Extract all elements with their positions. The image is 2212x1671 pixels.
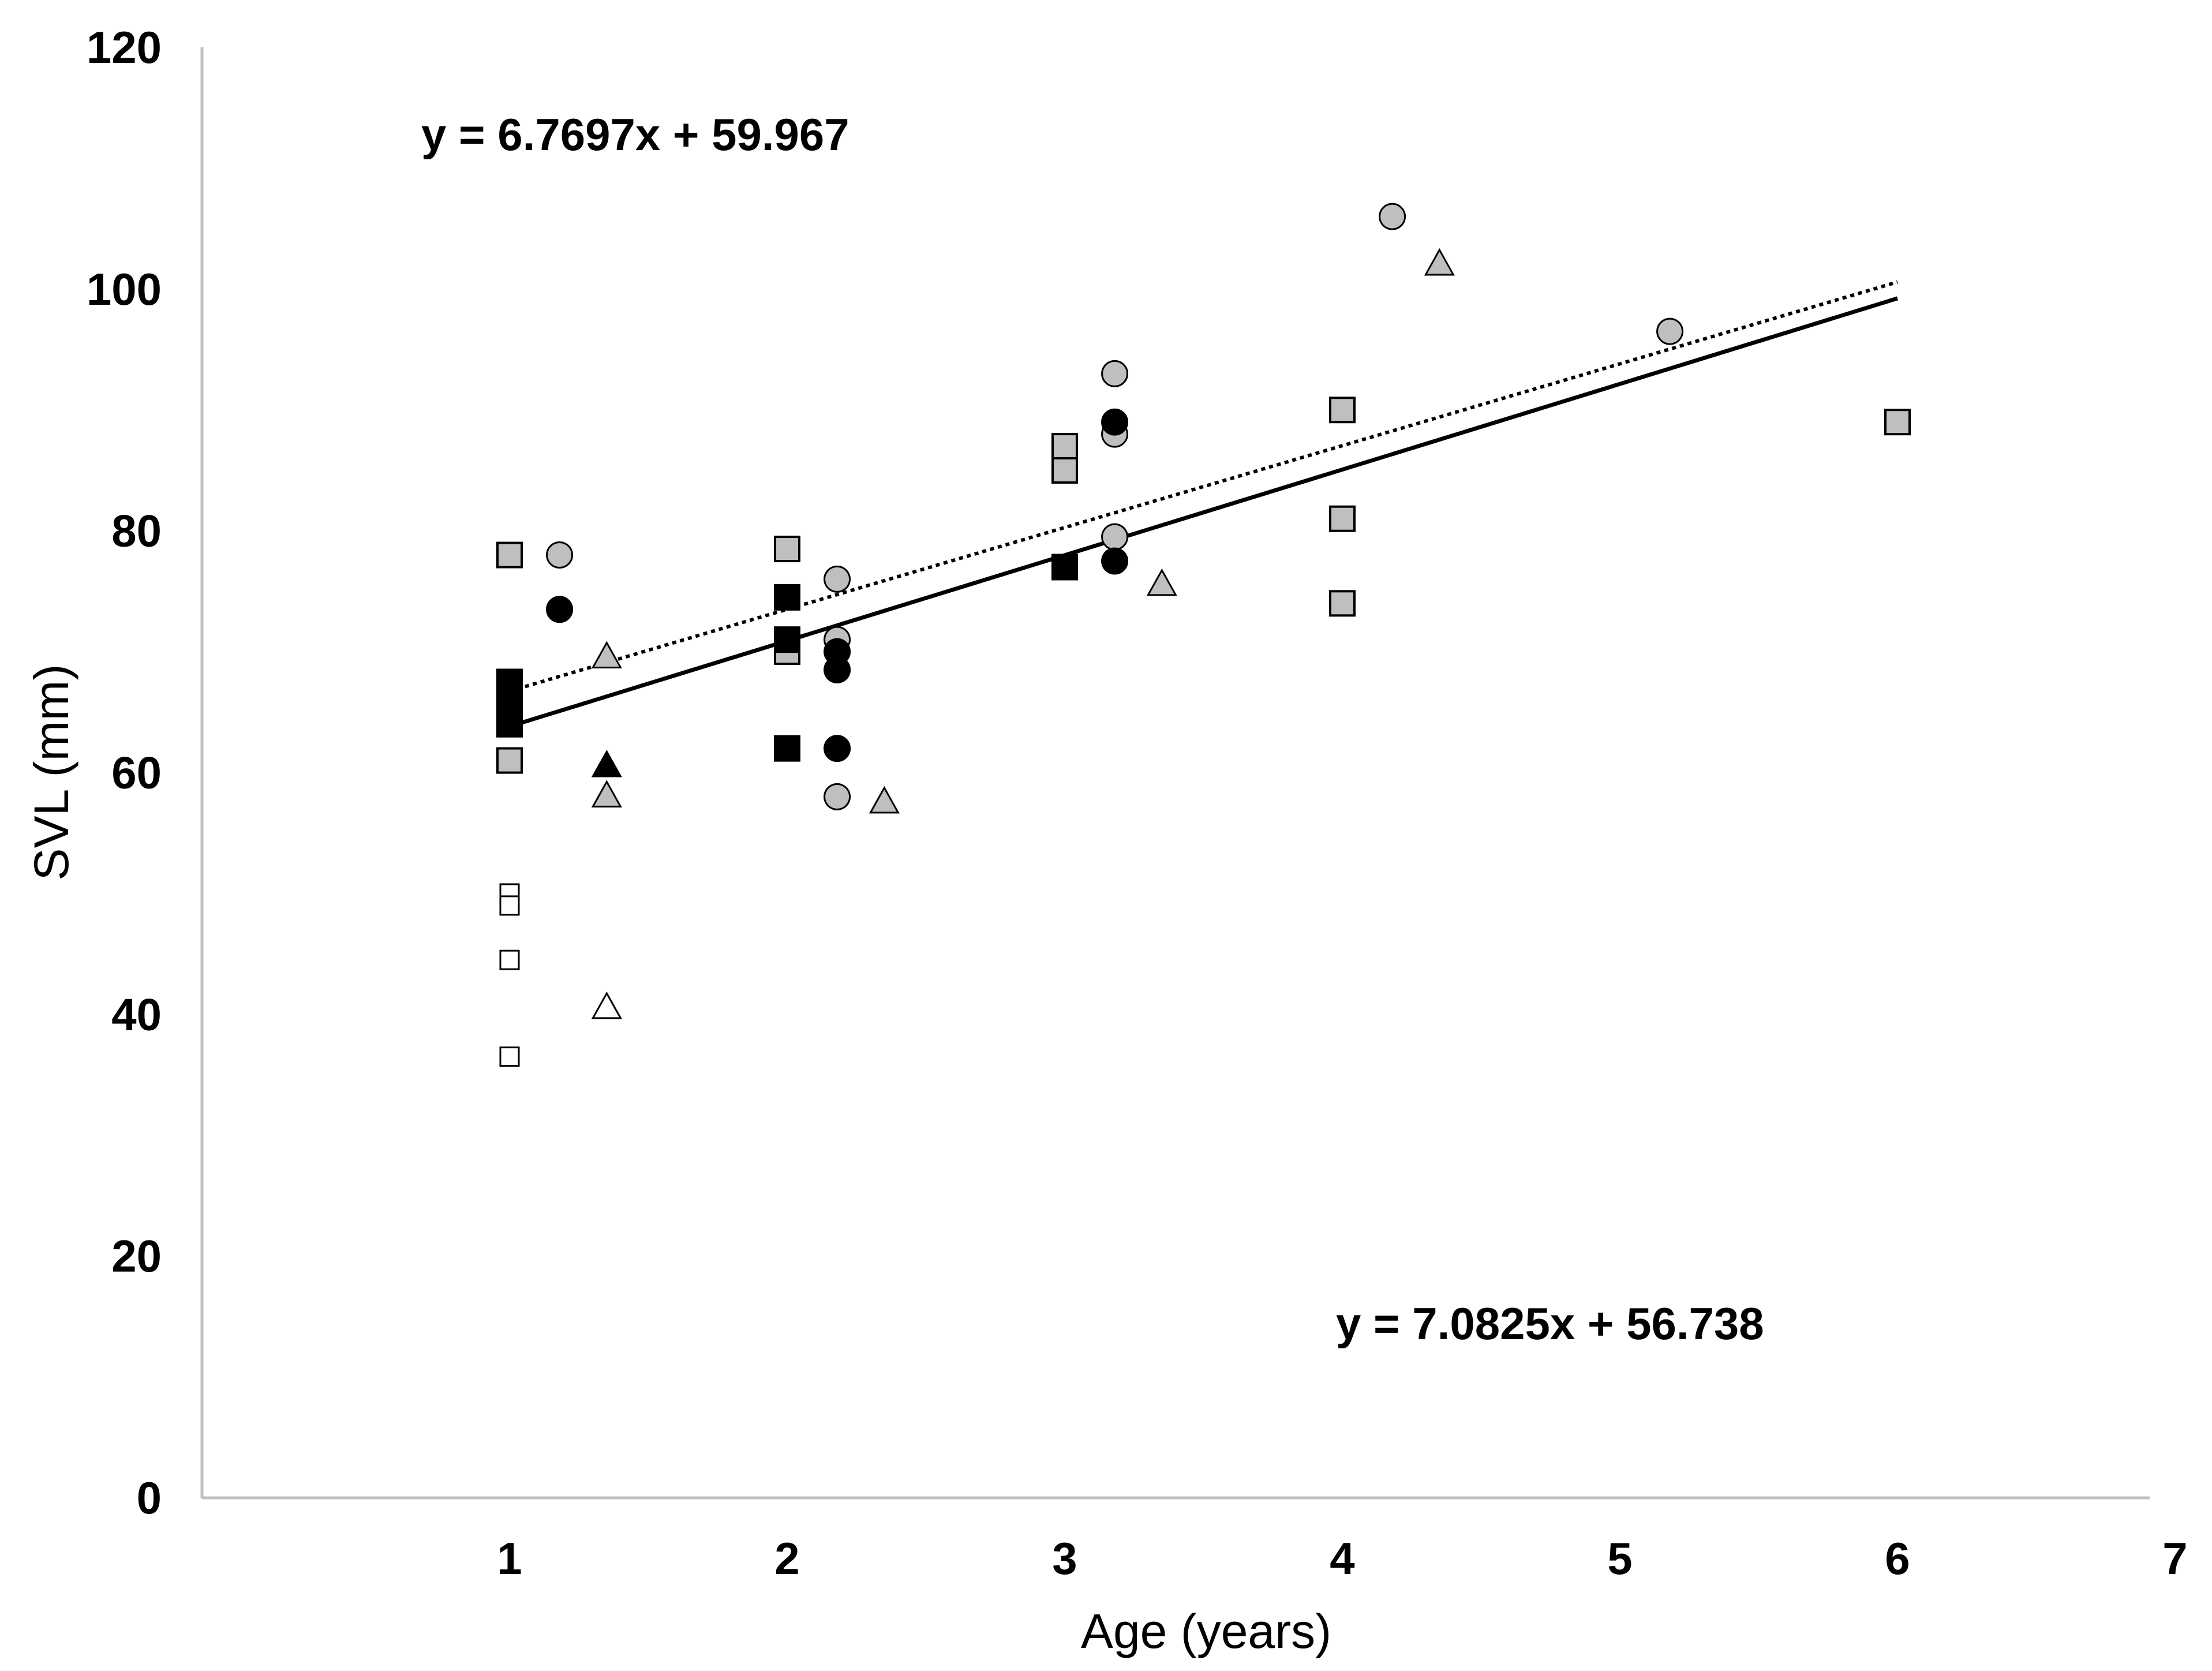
triangle-black-point (591, 749, 622, 777)
square-open-point (499, 895, 520, 916)
square-gray-point (1329, 505, 1356, 532)
circle-black-point (824, 735, 851, 762)
circle-black-point (824, 656, 851, 683)
circle-gray-point (1101, 523, 1129, 551)
triangle-gray-point (1424, 248, 1455, 276)
solid-fit-line (508, 296, 1899, 728)
axes (200, 47, 2150, 1500)
square-gray-point (1329, 590, 1356, 617)
y-tick-label: 60 (111, 747, 162, 798)
triangle-gray-point (591, 780, 622, 808)
circle-black-point (1101, 408, 1129, 436)
circle-gray-point (824, 565, 851, 593)
y-tick-label: 0 (137, 1472, 162, 1523)
dotted-fit-line (509, 280, 1898, 693)
x-tick-label: 3 (1052, 1533, 1077, 1584)
triangle-gray-point (1146, 568, 1177, 596)
x-tick-labels: 1 2 3 4 5 6 7 (497, 1533, 2187, 1584)
square-gray-point (1329, 397, 1356, 424)
equation-solid: y = 7.0825x + 56.738 (1336, 1298, 1764, 1349)
square-gray-point (1884, 409, 1911, 436)
trendlines (508, 280, 1899, 728)
square-black-point (774, 626, 800, 653)
y-tick-label: 20 (111, 1231, 162, 1281)
square-gray-point (774, 536, 800, 563)
equation-dotted: y = 6.7697x + 59.967 (421, 109, 849, 160)
x-tick-label: 7 (2162, 1533, 2187, 1584)
circle-gray-point (1656, 317, 1684, 345)
y-tick-label: 80 (111, 506, 162, 556)
y-tick-label: 120 (87, 22, 162, 73)
square-gray-point (1051, 433, 1078, 460)
square-gray-point (496, 747, 523, 774)
x-axis-title: Age (years) (1081, 1604, 1331, 1658)
square-open-point (499, 1046, 520, 1067)
circle-gray-point (1101, 360, 1129, 387)
square-open-point (499, 949, 520, 970)
data-points (496, 203, 1911, 1067)
square-black-point (496, 686, 523, 713)
circle-black-point (546, 596, 574, 623)
square-black-point (496, 711, 523, 738)
square-gray-point (1051, 457, 1078, 484)
x-tick-label: 5 (1607, 1533, 1632, 1584)
x-tick-label: 4 (1330, 1533, 1354, 1584)
triangle-gray-point (869, 786, 900, 814)
square-black-point (774, 584, 800, 611)
triangle-open-point (591, 991, 622, 1019)
y-axis-title: SVL (mm) (24, 664, 78, 881)
square-gray-point (496, 541, 523, 569)
circle-gray-point (546, 541, 574, 569)
x-tick-label: 2 (774, 1533, 799, 1584)
x-tick-label: 6 (1885, 1533, 1910, 1584)
circle-gray-point (824, 783, 851, 810)
y-tick-label: 40 (111, 989, 162, 1040)
x-tick-label: 1 (497, 1533, 522, 1584)
square-black-point (774, 735, 800, 762)
y-tick-label: 100 (87, 264, 162, 315)
triangle-gray-point (591, 641, 622, 669)
square-black-point (1051, 554, 1078, 581)
circle-black-point (1101, 547, 1129, 575)
y-tick-labels: 0 20 40 60 80 100 120 (87, 22, 162, 1523)
circle-gray-point (1379, 203, 1406, 230)
